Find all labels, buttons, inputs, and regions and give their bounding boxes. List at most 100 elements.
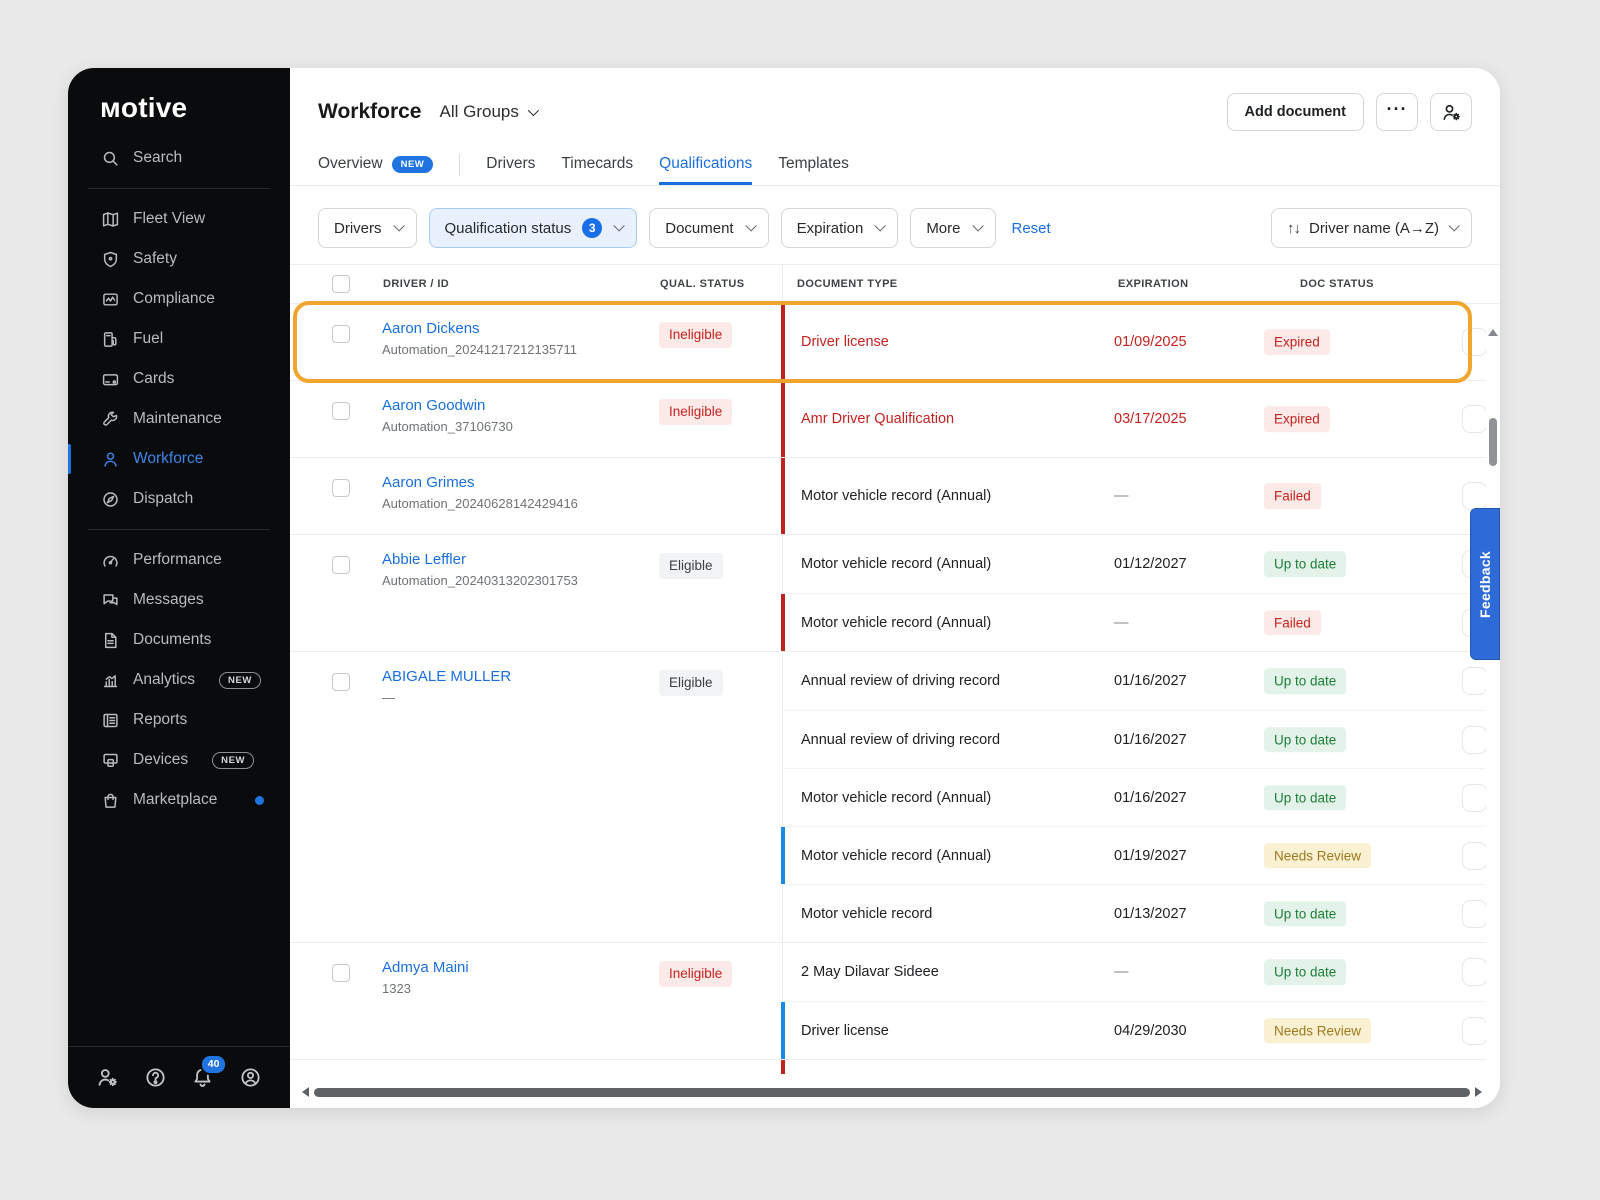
manage-users-button[interactable] (95, 1065, 121, 1091)
sidebar-item-fuel[interactable]: Fuel (68, 319, 290, 359)
driver-name-link[interactable]: Abbie Leffler (382, 551, 466, 568)
document-row[interactable]: Driver license 04/29/2030 Needs Review (781, 1001, 1500, 1059)
sidebar-item-search[interactable]: Search (68, 138, 290, 178)
scroll-up-arrow-icon[interactable] (1488, 329, 1498, 336)
tab-label: Qualifications (659, 155, 753, 172)
horizontal-scroll-thumb[interactable] (314, 1087, 1470, 1097)
driver-name-link[interactable]: Aaron Dickens (382, 320, 480, 337)
row-action-button[interactable] (1462, 405, 1487, 433)
document-row[interactable]: 2 May Dilavar Sideee — Up to date (783, 943, 1500, 1001)
sidebar-item-safety[interactable]: Safety (68, 239, 290, 279)
driver-row: Aaron Dickens Automation_2024121721213571… (290, 301, 1500, 383)
reset-filters-link[interactable]: Reset (1011, 219, 1051, 237)
filter-bar: Drivers Qualification status 3 Document Expi… (290, 186, 1500, 248)
tab-templates[interactable]: Templates (778, 144, 849, 185)
document-row[interactable]: Annual review of driving record 01/16/202… (783, 652, 1500, 710)
sidebar-item-compliance[interactable]: Compliance (68, 279, 290, 319)
tab-label: Drivers (486, 155, 536, 172)
driver-name-link[interactable]: ABIGALE MULLER (382, 668, 512, 685)
row-checkbox[interactable] (332, 402, 350, 420)
tab-qualifications[interactable]: Qualifications (659, 144, 753, 185)
manage-users-button[interactable] (1430, 93, 1472, 131)
sidebar-item-marketplace[interactable]: Marketplace (68, 780, 290, 820)
row-action-button[interactable] (1462, 899, 1487, 928)
row-checkbox[interactable] (332, 964, 350, 982)
document-row[interactable]: Motor vehicle record (Annual) — Failed (781, 458, 1500, 534)
sidebar-item-workforce[interactable]: Workforce (68, 439, 290, 479)
chat-icon (103, 593, 118, 605)
row-checkbox[interactable] (332, 673, 350, 691)
horizontal-scrollbar[interactable] (302, 1087, 1482, 1097)
documents-section: Annual review of driving record 01/16/202… (781, 652, 1500, 942)
scroll-right-arrow-icon[interactable] (1475, 1087, 1482, 1097)
add-document-button[interactable]: Add document (1226, 93, 1364, 131)
sidebar-item-documents[interactable]: Documents (68, 620, 290, 660)
filter-document[interactable]: Document (649, 208, 769, 248)
sidebar-item-maintenance[interactable]: Maintenance (68, 399, 290, 439)
document-row[interactable]: Motor vehicle record 01/13/2027 Up to date (783, 884, 1500, 942)
sidebar-item-cards[interactable]: Cards (68, 359, 290, 399)
row-action-button[interactable] (1462, 783, 1487, 812)
scroll-left-arrow-icon[interactable] (302, 1087, 309, 1097)
row-action-button[interactable] (1462, 667, 1487, 695)
filter-qualification-status[interactable]: Qualification status 3 (428, 208, 638, 248)
feedback-tab[interactable]: Feedback (1470, 508, 1500, 660)
driver-row: Admya Maini 1323 Ineligible 2 May Dilavar S… (290, 942, 1500, 1059)
sidebar-item-devices[interactable]: Devices NEW (68, 740, 290, 780)
more-options-button[interactable]: ··· (1376, 93, 1418, 131)
document-row[interactable]: Amr Driver Qualification 03/17/2025 Expire… (781, 381, 1500, 457)
document-icon (104, 632, 117, 648)
sidebar-item-dispatch[interactable]: Dispatch (68, 479, 290, 519)
filter-expiration[interactable]: Expiration (780, 208, 899, 248)
row-action-button[interactable] (1462, 1016, 1487, 1045)
doc-status-badge: Up to date (1264, 900, 1347, 927)
document-row[interactable]: Driver license 01/09/2025 Expired (781, 304, 1500, 380)
sort-dropdown[interactable]: ↑↓ Driver name (A→Z) (1270, 208, 1472, 248)
row-action-button[interactable] (1462, 328, 1487, 356)
document-row[interactable]: Motor vehicle record (Annual) — Failed (781, 593, 1500, 651)
expiration-date: 01/13/2027 (1114, 905, 1187, 922)
driver-name-link[interactable]: Aaron Goodwin (382, 397, 486, 414)
driver-name-link[interactable]: Admya Maini (382, 959, 469, 976)
driver-name-link[interactable]: Aaron Grimes (382, 474, 475, 491)
group-selector[interactable]: All Groups (439, 102, 539, 122)
document-row[interactable]: Motor vehicle record (Annual) 01/16/2027 U… (783, 768, 1500, 826)
sidebar-item-messages[interactable]: Messages (68, 580, 290, 620)
driver-id: Automation_20240313202301753 (382, 573, 578, 588)
row-action-button[interactable] (1462, 841, 1487, 870)
tab-overview[interactable]: Overview NEW (318, 144, 434, 185)
vertical-scrollbar[interactable] (1486, 326, 1500, 1074)
table-body: Aaron Dickens Automation_2024121721213571… (290, 301, 1500, 1074)
row-checkbox[interactable] (332, 325, 350, 343)
tab-drivers[interactable]: Drivers (486, 144, 535, 185)
row-action-button[interactable] (1462, 482, 1487, 510)
row-action-button[interactable] (1462, 725, 1487, 754)
person-gear-icon (1442, 103, 1461, 122)
sidebar-nav-primary: Fleet View Safety Compliance Fuel Cards Maint… (68, 199, 290, 519)
row-checkbox[interactable] (332, 479, 350, 497)
sidebar-item-reports[interactable]: Reports (68, 700, 290, 740)
notifications-button[interactable]: 40 (190, 1053, 228, 1091)
select-all-checkbox[interactable] (332, 275, 350, 293)
doc-status-badge: Up to date (1264, 551, 1347, 577)
filter-more[interactable]: More (910, 208, 996, 248)
qual-status-badge: Eligible (659, 553, 723, 579)
sidebar-item-performance[interactable]: Performance (68, 540, 290, 580)
vertical-scroll-thumb[interactable] (1489, 418, 1497, 466)
filter-drivers[interactable]: Drivers (318, 208, 417, 248)
document-row[interactable]: Motor vehicle record (Annual) 01/19/2027 N… (781, 826, 1500, 884)
report-icon (103, 713, 118, 727)
document-row[interactable]: Motor vehicle record (Annual) 01/12/2027 U… (783, 535, 1500, 593)
row-action-button[interactable] (1462, 958, 1487, 986)
help-button[interactable] (142, 1065, 168, 1091)
new-badge: NEW (212, 751, 255, 769)
document-row[interactable]: Annual review of driving record 01/16/202… (783, 710, 1500, 768)
row-checkbox[interactable] (332, 556, 350, 574)
sidebar-item-analytics[interactable]: Analytics NEW (68, 660, 290, 700)
col-header-qual-status: QUAL. STATUS (660, 278, 745, 290)
bag-icon (104, 793, 117, 808)
sidebar-item-fleet-view[interactable]: Fleet View (68, 199, 290, 239)
map-icon (102, 211, 119, 227)
account-button[interactable] (237, 1065, 263, 1091)
tab-timecards[interactable]: Timecards (561, 144, 633, 185)
